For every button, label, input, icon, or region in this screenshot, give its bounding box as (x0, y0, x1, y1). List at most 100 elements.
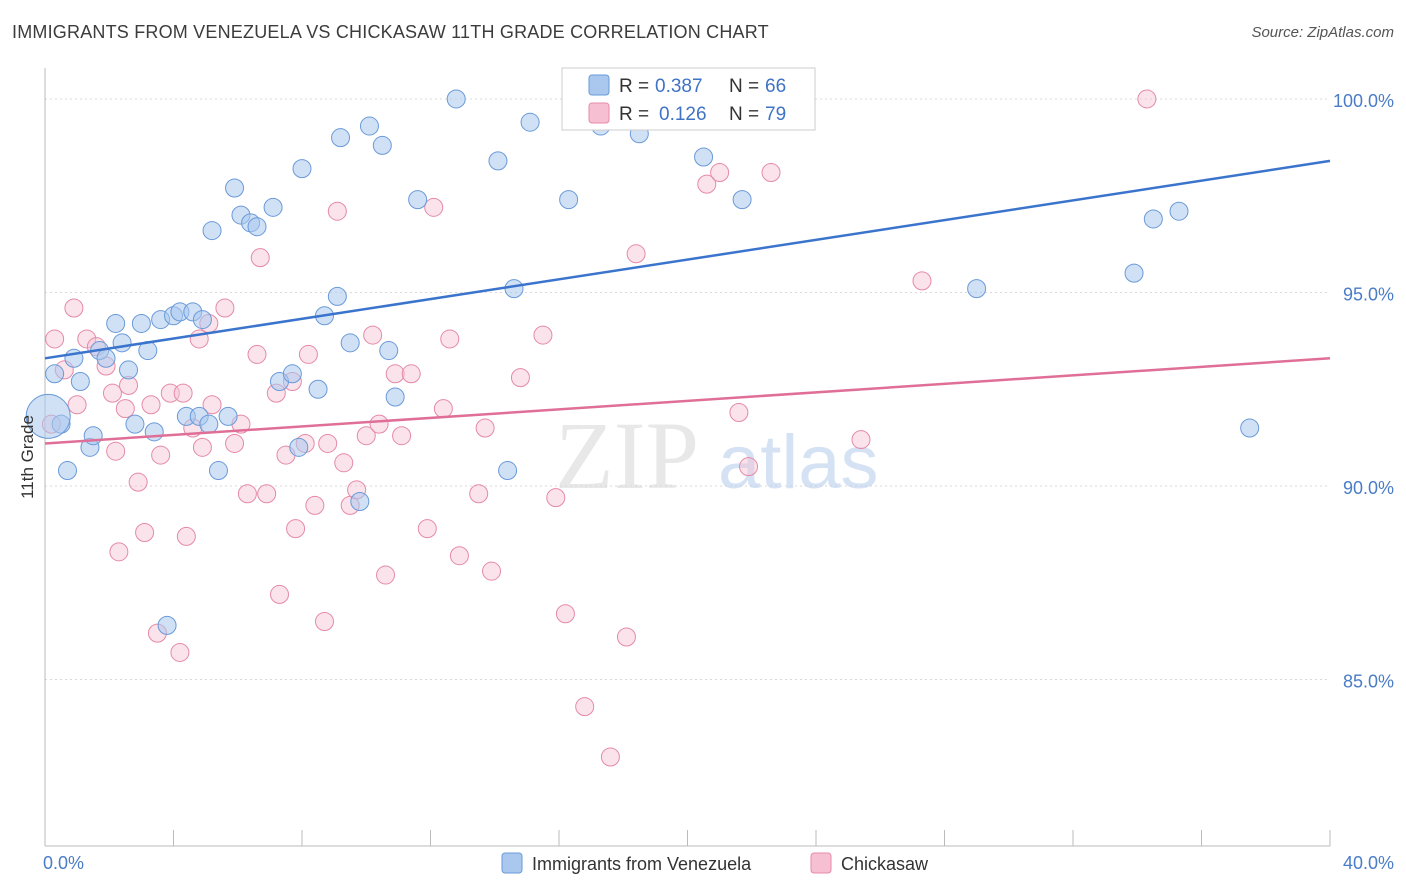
point-chickasaw-15 (141, 395, 161, 415)
point-chickasaw-33 (257, 484, 277, 504)
point-venezuela-0 (45, 364, 65, 384)
point-chickasaw-68 (616, 627, 636, 647)
point-chickasaw-55 (424, 197, 444, 217)
point-chickasaw-49 (369, 414, 389, 434)
point-venezuela-6 (83, 426, 103, 446)
point-chickasaw-21 (176, 526, 196, 546)
point-chickasaw-51 (385, 364, 405, 384)
point-chickasaw-47 (356, 426, 376, 446)
point-chickasaw-77 (1137, 89, 1157, 109)
point-chickasaw-40 (305, 495, 325, 515)
point-chickasaw-5 (77, 329, 97, 349)
point-venezuela-48 (446, 89, 466, 109)
source-note: Source: ZipAtlas.com (1251, 24, 1394, 41)
point-chickasaw-28 (225, 433, 245, 453)
point-chickasaw-65 (555, 604, 575, 624)
point-venezuela-55 (694, 147, 714, 167)
stats-r-label-blue: R = (619, 76, 654, 97)
point-venezuela-10 (112, 333, 132, 353)
point-venezuela-2 (57, 461, 77, 481)
stats-n-value-pink: 79 (765, 104, 786, 125)
point-venezuela-28 (225, 178, 245, 198)
point-venezuela-45 (379, 341, 399, 361)
y-tick-label-90: 90.0% (1343, 478, 1394, 498)
stats-r-value-pink: 0.126 (659, 104, 707, 125)
point-chickasaw-4 (67, 395, 87, 415)
x-tick-label-max: 40.0% (1343, 853, 1394, 873)
point-chickasaw-67 (600, 747, 620, 767)
y-tick-labels: 85.0% 90.0% 95.0% 100.0% (1333, 91, 1394, 692)
point-venezuela-9 (106, 313, 126, 333)
point-venezuela-34 (282, 364, 302, 384)
chart-title: IMMIGRANTS FROM VENEZUELA VS CHICKASAW 1… (12, 22, 769, 42)
point-chickasaw-39 (298, 344, 318, 364)
point-venezuela-37 (308, 379, 328, 399)
point-chickasaw-38 (286, 519, 306, 539)
point-venezuela-13 (131, 313, 151, 333)
stats-n-value-blue: 66 (765, 76, 786, 97)
point-venezuela-63 (1240, 418, 1260, 438)
point-chickasaw-26 (202, 395, 222, 415)
point-chickasaw-76 (912, 271, 932, 291)
point-venezuela-44 (372, 135, 392, 155)
point-venezuela-41 (340, 333, 360, 353)
point-chickasaw-8 (102, 383, 122, 403)
point-chickasaw-75 (851, 430, 871, 450)
point-venezuela-65 (25, 393, 71, 439)
trend-line-chickasaw (44, 357, 1331, 445)
y-axis-title: 11th Grade (18, 415, 37, 499)
point-venezuela-52 (520, 112, 540, 132)
point-venezuela-17 (157, 615, 177, 635)
point-chickasaw-44 (334, 453, 354, 473)
point-venezuela-61 (1143, 209, 1163, 229)
point-venezuela-62 (1169, 201, 1189, 221)
point-venezuela-46 (385, 387, 405, 407)
stats-legend: R = 0.387 N = 66 R = 0.126 N = 79 (561, 67, 816, 131)
point-chickasaw-20 (173, 383, 193, 403)
point-venezuela-60 (1124, 263, 1144, 283)
point-venezuela-59 (967, 279, 987, 299)
point-venezuela-26 (208, 461, 228, 481)
point-chickasaw-35 (270, 584, 290, 604)
stats-legend-swatch-pink (588, 102, 610, 124)
legend-swatch-venezuela (501, 852, 523, 874)
point-venezuela-35 (289, 437, 309, 457)
point-venezuela-25 (202, 221, 222, 241)
point-venezuela-56 (732, 190, 752, 210)
point-chickasaw-30 (237, 484, 257, 504)
point-chickasaw-74 (761, 163, 781, 183)
point-venezuela-12 (125, 414, 145, 434)
point-chickasaw-72 (729, 402, 749, 422)
point-chickasaw-41 (314, 612, 334, 632)
point-chickasaw-42 (318, 433, 338, 453)
point-chickasaw-24 (192, 437, 212, 457)
point-venezuela-24 (199, 414, 219, 434)
stats-legend-swatch-blue (588, 74, 610, 96)
point-chickasaw-27 (215, 298, 235, 318)
point-chickasaw-32 (250, 248, 270, 268)
watermark: ZIP atlas (555, 402, 879, 509)
legend-label-venezuela: Immigrants from Venezuela (532, 854, 752, 874)
point-chickasaw-53 (401, 364, 421, 384)
point-venezuela-4 (70, 372, 90, 392)
series-venezuela-points (25, 89, 1260, 635)
point-chickasaw-52 (392, 426, 412, 446)
point-chickasaw-71 (710, 163, 730, 183)
legend-label-chickasaw: Chickasaw (841, 854, 929, 874)
point-venezuela-8 (96, 348, 116, 368)
point-chickasaw-48 (363, 325, 383, 345)
point-chickasaw-73 (739, 457, 759, 477)
stats-n-label-pink: N = (729, 104, 764, 125)
point-venezuela-32 (263, 197, 283, 217)
point-chickasaw-3 (64, 298, 84, 318)
point-chickasaw-69 (626, 244, 646, 264)
point-chickasaw-59 (469, 484, 489, 504)
point-chickasaw-58 (449, 546, 469, 566)
watermark-atlas: atlas (718, 420, 879, 505)
trend-lines (44, 159, 1331, 445)
stats-r-value-blue: 0.387 (655, 76, 703, 97)
point-chickasaw-13 (128, 472, 148, 492)
gridlines (45, 98, 1330, 681)
point-chickasaw-11 (115, 399, 135, 419)
